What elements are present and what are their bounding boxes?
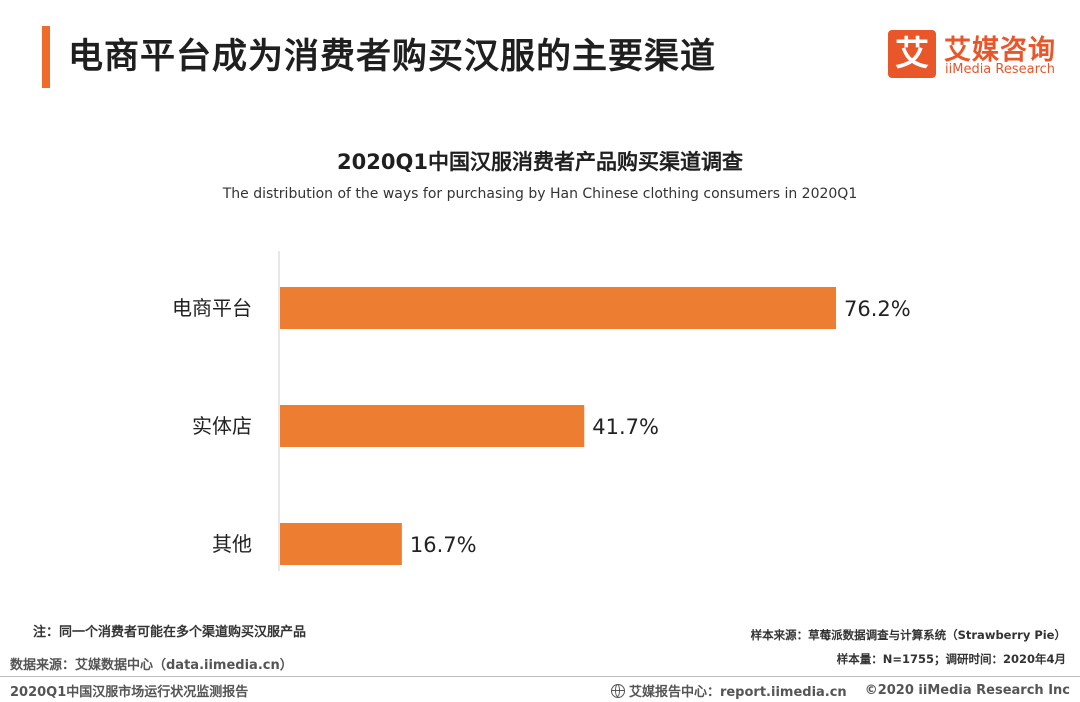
report-name: 2020Q1中国汉服市场运行状况监测报告 xyxy=(10,685,249,700)
chart-note: 注：同一个消费者可能在多个渠道购买汉服产品 xyxy=(33,625,307,640)
value-label-1: 76.2% xyxy=(844,297,911,321)
bar-2 xyxy=(280,405,585,447)
copyright: ©2020 iiMedia Research Inc xyxy=(864,683,1070,698)
category-label-1: 电商平台 xyxy=(172,296,252,320)
footer-divider xyxy=(0,676,1080,677)
bar-1 xyxy=(280,287,836,329)
value-label-3: 16.7% xyxy=(410,533,477,557)
sample-size: 样本量：N=1755；调研时间：2020年4月 xyxy=(836,652,1066,666)
sample-source: 样本来源：草莓派数据调查与计算系统（Strawberry Pie） xyxy=(750,628,1066,642)
logo-mark: 艾 xyxy=(888,30,936,78)
title-accent-bar xyxy=(42,26,50,88)
report-center-link[interactable]: 艾媒报告中心：report.iimedia.cn xyxy=(628,685,847,700)
footer-right: 艾媒报告中心：report.iimedia.cn ©2020 iiMedia R… xyxy=(610,681,1070,700)
category-label-2: 实体店 xyxy=(192,414,252,438)
page-title: 电商平台成为消费者购买汉服的主要渠道 xyxy=(68,37,717,77)
category-label-3: 其他 xyxy=(212,532,252,556)
globe-icon xyxy=(610,683,625,698)
logo-text-en: iiMedia Research xyxy=(945,62,1056,77)
chart-title: 2020Q1中国汉服消费者产品购买渠道调查 xyxy=(337,150,743,174)
data-source: 数据来源：艾媒数据中心（data.iimedia.cn） xyxy=(10,658,293,673)
bar-3 xyxy=(280,523,402,565)
value-label-2: 41.7% xyxy=(592,415,659,439)
iimedia-logo: 艾 艾媒咨询 iiMedia Research xyxy=(888,28,1068,82)
chart-subtitle: The distribution of the ways for purchas… xyxy=(222,186,858,202)
logo-text-cn: 艾媒咨询 xyxy=(944,35,1056,66)
